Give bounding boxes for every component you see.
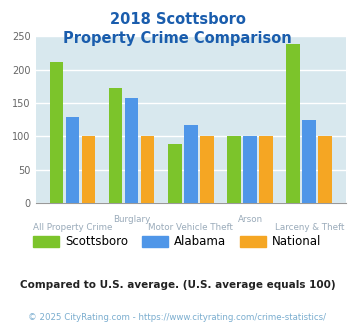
Bar	[82, 136, 95, 203]
Text: Compared to U.S. average. (U.S. average equals 100): Compared to U.S. average. (U.S. average …	[20, 280, 335, 290]
Bar	[302, 120, 316, 203]
Bar	[184, 125, 198, 203]
Bar	[125, 98, 138, 203]
Bar	[318, 136, 332, 203]
Text: Burglary: Burglary	[113, 215, 150, 224]
Text: Motor Vehicle Theft: Motor Vehicle Theft	[148, 223, 233, 232]
Text: All Property Crime: All Property Crime	[33, 223, 112, 232]
Bar	[66, 117, 79, 203]
Text: 2018 Scottsboro: 2018 Scottsboro	[110, 12, 245, 26]
Text: © 2025 CityRating.com - https://www.cityrating.com/crime-statistics/: © 2025 CityRating.com - https://www.city…	[28, 313, 327, 322]
Text: Property Crime Comparison: Property Crime Comparison	[63, 31, 292, 46]
Bar	[200, 136, 214, 203]
Bar	[141, 136, 154, 203]
Text: Larceny & Theft: Larceny & Theft	[274, 223, 344, 232]
Bar	[227, 136, 241, 203]
Bar	[243, 136, 257, 203]
Bar	[168, 144, 182, 203]
Bar	[109, 88, 122, 203]
Legend: Scottsboro, Alabama, National: Scottsboro, Alabama, National	[28, 231, 327, 253]
Bar	[286, 44, 300, 203]
Bar	[50, 62, 63, 203]
Text: Arson: Arson	[237, 215, 263, 224]
Bar	[259, 136, 273, 203]
